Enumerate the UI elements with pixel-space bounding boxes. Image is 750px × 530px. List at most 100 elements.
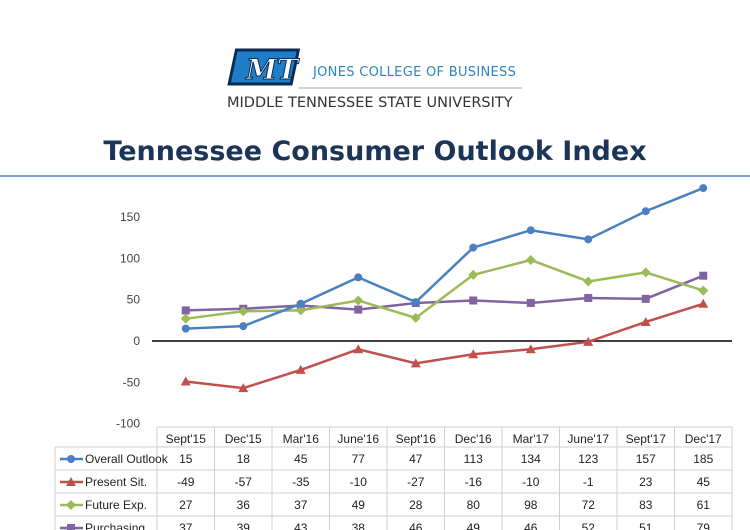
y-tick-label: 150 — [120, 210, 140, 224]
table-cell: -1 — [583, 475, 594, 489]
table-cell: 38 — [352, 521, 366, 530]
x-tick-label: Mar'17 — [513, 432, 550, 446]
x-tick-label: Dec'15 — [225, 432, 262, 446]
y-tick-label: -100 — [116, 417, 140, 431]
data-point — [640, 267, 651, 278]
data-point — [583, 336, 594, 346]
table-cell: -35 — [292, 475, 310, 489]
table-cell: -16 — [465, 475, 483, 489]
series-future-exp- — [180, 254, 709, 324]
table-cell: 49 — [352, 498, 366, 512]
table-cell: 83 — [639, 498, 653, 512]
table-cell: 37 — [294, 498, 308, 512]
table-cell: 39 — [237, 521, 251, 530]
table-cell: -57 — [235, 475, 253, 489]
legend-label: Overall Outlook — [85, 452, 169, 466]
table-cell: 51 — [639, 521, 653, 530]
table-cell: 27 — [179, 498, 193, 512]
data-point — [584, 294, 593, 303]
data-point — [699, 184, 708, 193]
table-cell: 113 — [464, 452, 483, 466]
data-point — [584, 235, 593, 244]
y-tick-label: -50 — [123, 375, 141, 389]
college-name: JONES COLLEGE OF BUSINESS — [312, 65, 516, 80]
data-point — [526, 226, 535, 235]
data-point — [353, 295, 364, 306]
legend-item: Present Sit. — [60, 475, 147, 489]
data-point — [238, 306, 249, 317]
data-point — [698, 298, 709, 308]
x-tick-label: June'16 — [337, 432, 379, 446]
table-cell: -49 — [177, 475, 195, 489]
x-tick-label: Dec'16 — [455, 432, 492, 446]
table-cell: 45 — [294, 452, 308, 466]
legend-label: Present Sit. — [85, 475, 147, 489]
data-point — [469, 296, 478, 305]
y-tick-label: 100 — [120, 251, 140, 265]
data-point — [641, 207, 650, 216]
series-line — [185, 186, 704, 330]
legend-item: Overall Outlook — [60, 452, 169, 466]
data-point — [353, 344, 364, 354]
university-name: MIDDLE TENNESSEE STATE UNIVERSITY — [227, 95, 513, 111]
data-point — [66, 477, 76, 486]
table-cell: 80 — [467, 498, 481, 512]
data-point — [180, 313, 191, 324]
data-point — [354, 273, 363, 282]
table-cell: 79 — [697, 521, 711, 530]
logo-letters: MT — [245, 53, 300, 86]
table-cell: 157 — [636, 452, 656, 466]
data-point — [410, 312, 421, 323]
data-point — [180, 376, 191, 386]
data-point — [181, 324, 190, 333]
data-point — [295, 364, 306, 374]
x-tick-label: June'17 — [567, 432, 609, 446]
data-point — [295, 305, 306, 316]
table-cell: -10 — [522, 475, 540, 489]
series-overall-outlook — [181, 184, 708, 333]
legend-item: Purchasing — [60, 521, 145, 530]
data-point — [641, 294, 650, 303]
data-point — [468, 269, 479, 280]
chart-title: Tennessee Consumer Outlook Index — [103, 136, 646, 167]
x-tick-label: Sept'15 — [166, 432, 207, 446]
data-point — [525, 344, 536, 354]
data-point — [469, 243, 478, 252]
table-cell: 134 — [521, 452, 541, 466]
series-purchasing — [181, 271, 708, 315]
series-present-sit- — [180, 298, 709, 393]
data-point — [67, 455, 75, 463]
table-cell: 72 — [582, 498, 596, 512]
table-cell: -27 — [407, 475, 425, 489]
series-line — [185, 258, 704, 320]
table-cell: 49 — [467, 521, 481, 530]
table-cell: 37 — [179, 521, 193, 530]
data-point — [410, 358, 421, 368]
y-tick-label: 50 — [127, 293, 141, 307]
legend-label: Purchasing — [85, 521, 145, 530]
table-cell: 18 — [237, 452, 251, 466]
data-point — [699, 271, 708, 280]
table-cell: 36 — [237, 498, 251, 512]
x-tick-label: Sept'16 — [396, 432, 437, 446]
mtsu-logo: MT JONES COLLEGE OF BUSINESS MIDDLE TENN… — [227, 48, 522, 111]
series-line — [185, 302, 704, 390]
table-cell: 45 — [697, 475, 711, 489]
table-cell: -10 — [350, 475, 368, 489]
table-cell: 185 — [693, 452, 713, 466]
legend-item: Future Exp. — [60, 498, 147, 512]
data-point — [525, 254, 536, 265]
table-cell: 61 — [697, 498, 711, 512]
data-point — [468, 349, 479, 359]
table-cell: 46 — [409, 521, 423, 530]
data-point — [583, 276, 594, 287]
logo-mark — [227, 48, 301, 86]
data-point — [67, 524, 75, 530]
data-point — [640, 316, 651, 326]
data-point — [296, 299, 305, 308]
data-point — [354, 305, 363, 314]
data-point — [66, 500, 76, 510]
table-cell: 47 — [409, 452, 423, 466]
table-cell: 43 — [294, 521, 308, 530]
